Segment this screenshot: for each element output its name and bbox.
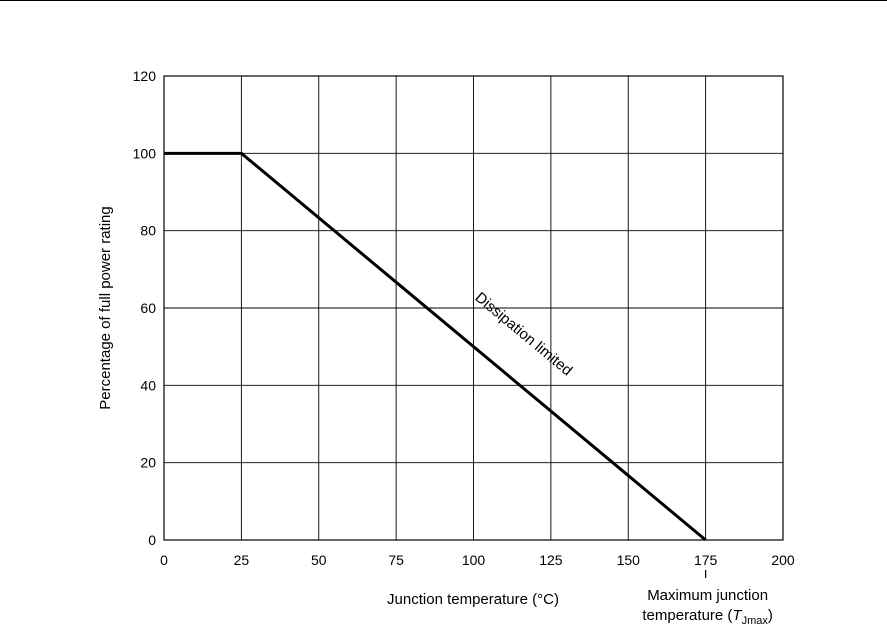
- x-tick-label-50: 50: [311, 552, 327, 568]
- tjmax-prefix: temperature (: [642, 607, 732, 624]
- x-tick-label-25: 25: [234, 552, 250, 568]
- x-tick-label-175: 175: [694, 552, 718, 568]
- plot-frame: [163, 75, 784, 541]
- series-layer: [164, 151, 707, 542]
- y-tick-label-120: 120: [133, 68, 157, 84]
- y-tick-label-20: 20: [140, 455, 156, 471]
- y-axis-title: Percentage of full power rating: [97, 206, 114, 409]
- x-tick-label-150: 150: [617, 552, 641, 568]
- tjmax-annotation-line2: temperature (TJmax): [642, 607, 773, 627]
- y-tick-label-100: 100: [133, 145, 157, 161]
- x-tick-label-125: 125: [539, 552, 563, 568]
- tjmax-symbol: T: [732, 607, 743, 624]
- y-tick-label-80: 80: [140, 223, 156, 239]
- page-top-rule: [0, 0, 887, 1]
- tjmax-annotation-line1: Maximum junction: [647, 587, 768, 604]
- x-tick-label-200: 200: [771, 552, 795, 568]
- series-line-0: [164, 151, 707, 542]
- y-tick-label-0: 0: [148, 532, 156, 548]
- x-axis-title: Junction temperature (°C): [387, 591, 559, 608]
- y-tick-label-40: 40: [140, 377, 156, 393]
- dissipation-limited-annotation: Dissipation limited: [472, 289, 576, 379]
- grid-lines: [164, 76, 783, 540]
- x-axis-ticks: 0 25 50 75 100 125 150 175 200: [160, 552, 795, 568]
- x-tick-label-100: 100: [462, 552, 486, 568]
- y-tick-label-60: 60: [140, 300, 156, 316]
- tjmax-suffix: ): [768, 607, 773, 624]
- y-axis-ticks: 0 20 40 60 80 100 120: [133, 68, 157, 548]
- x-tick-label-0: 0: [160, 552, 168, 568]
- tjmax-subscript: Jmax: [742, 615, 769, 627]
- x-tick-label-75: 75: [388, 552, 404, 568]
